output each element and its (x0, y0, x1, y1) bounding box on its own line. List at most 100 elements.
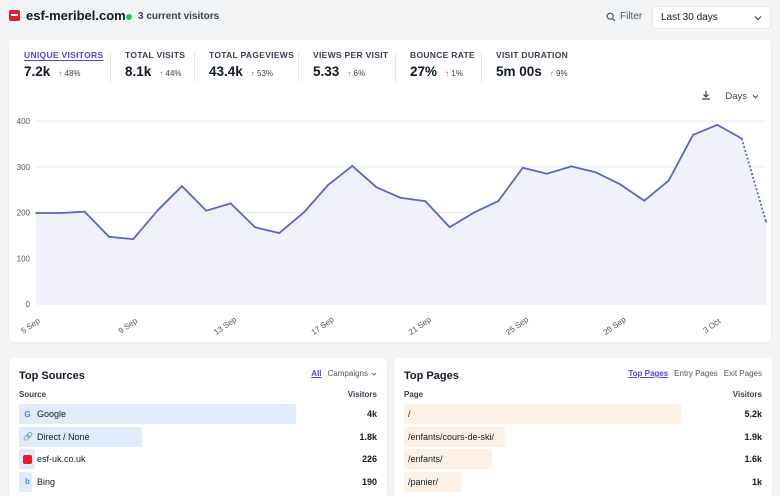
row-bar (404, 426, 505, 447)
period-label: Last 30 days (661, 12, 718, 23)
chart-point[interactable] (497, 200, 500, 203)
interval-select[interactable]: Days (725, 91, 759, 102)
filter-button[interactable]: Filter (606, 11, 642, 22)
top-sources-panel: Top Sources All Campaigns Source Visitor… (9, 358, 387, 496)
chart-point[interactable] (570, 165, 573, 168)
chart-point[interactable] (546, 172, 548, 175)
x-tick-label: 9 Sep (117, 316, 140, 336)
download-icon[interactable] (701, 90, 711, 103)
chart-point[interactable] (375, 186, 378, 189)
tab-entry-pages[interactable]: Entry Pages (674, 369, 718, 378)
chart-point[interactable] (692, 133, 694, 136)
table-row[interactable]: G Google 4k (19, 404, 377, 424)
chart-point[interactable] (521, 166, 524, 169)
arrow-up-icon: ↑ (250, 69, 255, 78)
table-row[interactable]: /enfants/1.6k (404, 449, 762, 469)
chart-point[interactable] (643, 199, 646, 202)
arrow-up-icon: ↑ (159, 69, 164, 78)
chart-point[interactable] (667, 179, 670, 182)
chart-point[interactable] (327, 184, 329, 187)
y-tick-label: 100 (17, 254, 31, 263)
table-row[interactable]: /panier/1k (404, 471, 762, 492)
metric-label: VISIT DURATION (496, 50, 569, 60)
row-bar (404, 471, 461, 492)
column-header-page: Page (404, 390, 424, 399)
row-label: Bing (37, 476, 56, 487)
row-value: 190 (361, 476, 377, 487)
chart-point[interactable] (35, 212, 37, 214)
metric-total-visits[interactable]: TOTAL VISITS 8.1k ↑ 44% (125, 50, 201, 79)
tab-campaigns[interactable]: Campaigns (328, 369, 377, 378)
site-name: esf-meribel.com (26, 8, 126, 23)
chart-point[interactable] (278, 232, 281, 235)
period-select[interactable]: Last 30 days (652, 6, 771, 29)
chevron-down-icon (754, 15, 762, 20)
x-tick-label: 25 Sep (504, 315, 530, 337)
metric-change: ↑ 44% (159, 69, 182, 78)
row-label-group: /enfants/cours-de-ski/ (408, 432, 494, 442)
table-row[interactable]: esf-uk.co.uk 226 (19, 449, 377, 469)
metric-total-pageviews[interactable]: TOTAL PAGEVIEWS 43.4k ↑ 53% (209, 50, 310, 79)
chart-point[interactable] (108, 235, 110, 238)
metric-label: TOTAL PAGEVIEWS (209, 50, 295, 60)
metric-views-per-visit[interactable]: VIEWS PER VISIT 5.33 ↑ 6% (313, 50, 404, 79)
chart-point[interactable] (619, 183, 621, 186)
chart-point[interactable] (448, 226, 451, 229)
chart-point[interactable] (205, 209, 208, 212)
metrics-row: UNIQUE VISITORS 7.2k ↑ 48% TOTAL VISITS … (9, 40, 771, 86)
chart-series-line (36, 123, 743, 240)
metric-divider (298, 52, 299, 82)
chart-point[interactable] (132, 238, 135, 240)
row-label: /enfants/ (408, 454, 443, 464)
metric-divider (194, 52, 195, 82)
chart-point[interactable] (302, 211, 305, 214)
row-label: /panier/ (408, 476, 439, 487)
chart-point[interactable] (473, 211, 475, 214)
chart-point[interactable] (254, 226, 256, 229)
table-row[interactable]: b Bing 190 (19, 471, 377, 492)
chart-point[interactable] (181, 185, 183, 187)
metric-label: BOUNCE RATE (410, 50, 476, 60)
x-tick-label: 5 Sep (19, 316, 42, 336)
chart-point[interactable] (59, 212, 62, 214)
visitors-chart[interactable]: 0 100 200 300 400 5 Sep 9 Sep 13 Sep 17 Sep 21 S… (9, 104, 771, 340)
chart-point[interactable] (716, 123, 719, 126)
row-label-group: / (408, 409, 411, 419)
table-row[interactable]: /enfants/cours-de-ski/1.9k (404, 426, 762, 447)
tab-exit-pages[interactable]: Exit Pages (723, 369, 762, 378)
tab-top-pages[interactable]: Top Pages (628, 369, 669, 378)
table-row[interactable]: 🔗 Direct / None 1.8k (19, 426, 377, 447)
chart-point[interactable] (400, 197, 402, 199)
site-switcher[interactable]: esf-meribel.com (9, 8, 126, 23)
row-value: 5.2k (744, 409, 762, 419)
chart-point[interactable] (424, 200, 427, 203)
metric-label: UNIQUE VISITORS (24, 50, 104, 60)
row-value: 226 (361, 454, 377, 464)
x-tick-label: 17 Sep (310, 315, 336, 337)
metric-unique-visitors[interactable]: UNIQUE VISITORS 7.2k ↑ 48% (24, 50, 119, 79)
column-header-visitors: Visitors (732, 390, 762, 399)
chart-point[interactable] (156, 209, 159, 212)
row-label-group: /panier/ (408, 477, 438, 487)
metric-visit-duration[interactable]: VISIT DURATION 5m 00s ↑ 9% (496, 50, 584, 79)
table-row[interactable]: / 5.2k (404, 404, 762, 424)
chart-point[interactable] (351, 165, 354, 167)
chart-point[interactable] (594, 171, 597, 174)
chart-point[interactable] (229, 202, 232, 205)
top-bar: esf-meribel.com 3 current visitors Filte… (0, 0, 780, 36)
chart-point[interactable] (765, 220, 767, 223)
chart-point[interactable] (83, 210, 86, 213)
metric-bounce-rate[interactable]: BOUNCE RATE 27% ↑ 1% (410, 50, 491, 79)
metric-value: 5m 00s (496, 64, 542, 79)
row-bar (19, 471, 32, 492)
metric-divider (395, 52, 396, 82)
metric-change: ↑ 53% (250, 69, 274, 78)
chart-point[interactable] (740, 137, 743, 140)
pages-tabs: Top Pages Entry Pages Exit Pages (628, 369, 762, 378)
arrow-up-icon: ↑ (58, 69, 63, 78)
row-label-group: /enfants/ (408, 454, 443, 464)
sources-tabs: All Campaigns (311, 369, 377, 378)
arrow-up-icon: ↑ (347, 69, 352, 78)
tab-all[interactable]: All (311, 369, 322, 378)
current-visitors[interactable]: 3 current visitors (126, 11, 219, 22)
